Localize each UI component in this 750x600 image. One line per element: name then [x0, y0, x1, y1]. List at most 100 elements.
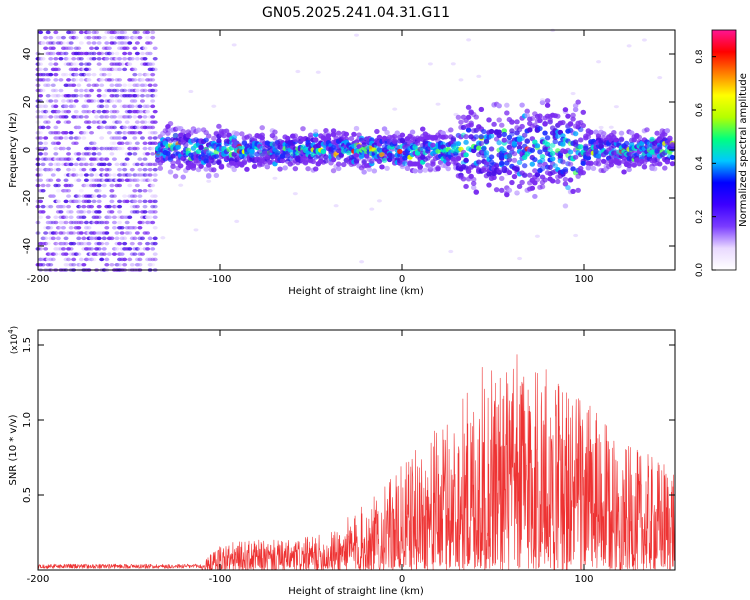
heatmap-cell: [511, 157, 518, 163]
heatmap-cell: [101, 120, 107, 124]
heatmap-cell: [43, 120, 49, 124]
heatmap-cell: [76, 252, 82, 256]
heatmap-cell: [78, 210, 84, 214]
heatmap-cell: [91, 57, 97, 61]
heatmap-cell: [570, 112, 576, 118]
heatmap-cell: [40, 162, 46, 167]
heatmap-cell: [509, 119, 515, 125]
heatmap-cell: [60, 247, 66, 251]
heatmap-cell: [147, 62, 153, 66]
heatmap-cell: [137, 130, 143, 135]
heatmap-cell: [134, 125, 140, 130]
heatmap-cell: [89, 130, 95, 135]
colorbar-tick-label: 0.2: [695, 210, 705, 224]
heatmap-cell: [91, 72, 97, 77]
spectrogram-x-axis-label: Height of straight line (km): [288, 286, 424, 297]
heatmap-cell: [496, 140, 502, 146]
heatmap-cell: [145, 231, 151, 235]
heatmap-cell: [486, 182, 492, 188]
heatmap-cell: [509, 179, 515, 186]
heatmap-cell: [145, 35, 151, 40]
heatmap-cell: [137, 189, 143, 193]
heatmap-cell: [96, 35, 102, 40]
heatmap-cell: [122, 57, 128, 61]
heatmap-cell: [134, 162, 140, 167]
heatmap-cell: [150, 78, 156, 82]
heatmap-cell: [470, 180, 477, 186]
heatmap-cell: [667, 135, 673, 141]
heatmap-cell: [96, 241, 102, 246]
heatmap-cell: [81, 136, 87, 140]
heatmap-cell: [99, 51, 105, 56]
heatmap-cell: [48, 220, 54, 225]
spectrogram-y-axis-label: Frequency (Hz): [8, 112, 19, 188]
heatmap-cell: [463, 134, 469, 140]
heatmap-cell: [119, 35, 125, 40]
heatmap-cell: [71, 104, 77, 109]
heatmap-cell: [147, 173, 153, 177]
heatmap-cell: [99, 115, 105, 119]
heatmap-cell: [40, 183, 46, 188]
heatmap-cell: [618, 130, 625, 136]
heatmap-cell: [351, 131, 357, 137]
heatmap-cell: [111, 252, 117, 256]
heatmap-cell: [43, 46, 49, 51]
heatmap-cell: [117, 262, 123, 267]
heatmap-cell: [172, 132, 179, 138]
heatmap-cell: [134, 178, 140, 183]
heatmap-cell: [506, 187, 513, 193]
heatmap-cell: [55, 247, 61, 251]
heatmap-cell: [124, 120, 130, 124]
heatmap-cell: [99, 241, 105, 246]
heatmap-cell: [60, 241, 66, 246]
heatmap-cell: [570, 188, 576, 194]
heatmap-cell: [114, 262, 120, 267]
heatmap-cell: [145, 109, 151, 114]
heatmap-cell: [540, 98, 546, 102]
heatmap-cell: [76, 83, 82, 87]
heatmap-cell: [521, 132, 528, 138]
heatmap-cell: [152, 94, 158, 98]
heatmap-cell: [465, 127, 472, 133]
heatmap-cell: [142, 46, 148, 51]
heatmap-cell: [38, 115, 44, 119]
heatmap-cell: [549, 142, 556, 148]
heatmap-cell: [117, 204, 123, 209]
heatmap-cell: [127, 41, 133, 45]
heatmap-cell: [96, 215, 102, 219]
heatmap-cell: [89, 178, 95, 183]
heatmap-cell: [119, 231, 125, 235]
heatmap-cell: [198, 144, 204, 150]
heatmap-cell: [150, 220, 156, 225]
heatmap-cell: [45, 51, 51, 56]
heatmap-cell: [150, 204, 156, 209]
heatmap-cell: [529, 147, 536, 153]
heatmap-cell: [565, 185, 571, 191]
y-tick-label: 0: [22, 147, 33, 153]
heatmap-cell: [96, 247, 102, 251]
heatmap-cell: [55, 109, 61, 114]
heatmap-cell: [560, 119, 566, 126]
heatmap-cell: [534, 143, 541, 149]
heatmap-cell: [104, 57, 110, 61]
heatmap-cell: [142, 189, 148, 193]
heatmap-cell: [478, 134, 485, 140]
heatmap-cell: [117, 146, 123, 151]
heatmap-cell: [73, 72, 79, 77]
heatmap-cell: [142, 146, 148, 151]
heatmap-cell: [117, 57, 123, 61]
heatmap-cell: [86, 30, 92, 35]
heatmap-cell: [152, 141, 158, 146]
heatmap-cell: [40, 41, 46, 45]
heatmap-cell: [68, 46, 74, 51]
heatmap-cell: [147, 167, 153, 172]
heatmap-cell: [66, 189, 72, 193]
heatmap-cell: [68, 130, 74, 135]
heatmap-cell: [596, 60, 602, 64]
heatmap-cell: [53, 215, 59, 219]
heatmap-cell: [641, 38, 647, 42]
heatmap-cell: [43, 51, 49, 56]
heatmap-cell: [96, 199, 102, 204]
heatmap-cell: [325, 133, 332, 139]
heatmap-cell: [53, 231, 59, 235]
